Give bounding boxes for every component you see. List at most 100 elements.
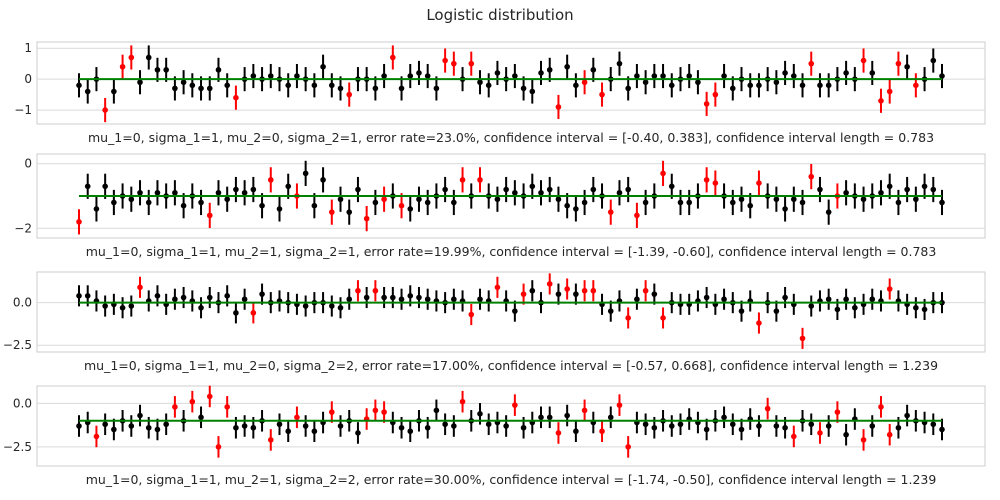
data-point — [555, 430, 562, 436]
data-point — [520, 85, 527, 92]
data-point — [799, 82, 806, 89]
data-point — [555, 291, 562, 297]
data-point — [355, 430, 361, 436]
data-point — [573, 428, 579, 435]
data-point — [407, 206, 414, 212]
data-point — [878, 404, 884, 410]
data-point — [546, 281, 553, 287]
data-point — [233, 424, 239, 431]
data-point — [660, 315, 666, 321]
data-point — [267, 437, 274, 443]
data-point — [721, 296, 727, 303]
data-point — [390, 54, 396, 61]
data-point — [372, 85, 379, 92]
data-point — [407, 73, 414, 79]
data-point — [773, 79, 780, 86]
data-point — [477, 79, 483, 86]
data-point — [294, 414, 300, 421]
data-point — [137, 79, 143, 86]
data-point — [381, 294, 387, 301]
data-point — [651, 291, 658, 297]
data-point — [590, 287, 597, 294]
data-point — [503, 423, 509, 429]
data-point — [424, 424, 431, 431]
data-point — [372, 199, 379, 206]
data-point — [494, 70, 501, 76]
data-point — [102, 303, 108, 309]
data-point — [799, 199, 806, 206]
data-point — [869, 296, 876, 303]
data-point — [869, 423, 876, 429]
data-point — [154, 67, 161, 73]
data-point — [398, 85, 405, 92]
data-point — [416, 196, 422, 203]
data-point — [634, 296, 640, 303]
data-point — [939, 426, 945, 433]
data-point — [355, 186, 361, 193]
data-point — [895, 199, 902, 206]
data-point — [695, 79, 701, 86]
data-point — [372, 287, 379, 294]
data-point — [102, 421, 108, 428]
data-point — [206, 294, 213, 301]
data-point — [381, 196, 387, 203]
data-point — [416, 70, 422, 76]
data-point — [451, 423, 457, 429]
data-point — [834, 409, 841, 415]
data-point — [843, 431, 849, 438]
data-point — [642, 287, 649, 294]
data-point — [764, 405, 771, 412]
data-point — [886, 431, 893, 438]
data-point — [76, 219, 82, 225]
data-point — [782, 294, 788, 301]
data-point — [381, 409, 387, 415]
data-point — [180, 294, 187, 301]
data-point — [712, 91, 719, 98]
plot-area-1 — [36, 41, 986, 125]
plot-area-4 — [36, 385, 986, 467]
data-point — [817, 430, 823, 436]
data-point — [668, 82, 675, 89]
data-point — [782, 70, 788, 76]
data-point — [241, 296, 248, 303]
data-point — [581, 199, 588, 206]
data-point — [485, 82, 492, 89]
data-point — [686, 73, 693, 79]
data-point — [808, 60, 815, 67]
data-point — [172, 404, 178, 410]
data-point — [921, 306, 928, 313]
data-point — [285, 82, 292, 89]
data-point — [206, 212, 213, 219]
data-point — [198, 304, 204, 311]
data-point — [451, 296, 457, 303]
data-point — [625, 444, 631, 450]
data-point — [616, 189, 623, 196]
data-point — [860, 437, 867, 443]
data-point — [398, 202, 405, 209]
y-tick-label: −2.5 — [3, 338, 32, 352]
x-axis-label: mu_1=0, sigma_1=1, mu_2=0, sigma_2=1, er… — [88, 130, 934, 145]
data-point — [581, 79, 588, 86]
x-axis-label: mu_1=0, sigma_1=1, mu_2=1, sigma_2=1, er… — [86, 244, 937, 259]
data-point — [224, 293, 230, 299]
data-point — [808, 303, 815, 309]
data-point — [721, 73, 727, 79]
data-point — [163, 67, 169, 73]
data-point — [564, 412, 570, 419]
data-point — [913, 82, 919, 89]
data-point — [111, 88, 117, 95]
data-point — [398, 424, 405, 431]
data-point — [756, 82, 762, 89]
data-point — [607, 414, 614, 421]
data-point — [102, 183, 108, 190]
data-point — [267, 177, 274, 183]
data-point — [477, 411, 483, 417]
data-point — [451, 199, 457, 206]
data-point — [651, 73, 658, 79]
data-point — [276, 206, 283, 212]
data-point — [651, 424, 658, 431]
data-point — [529, 287, 536, 294]
data-point — [311, 82, 318, 89]
data-point — [372, 407, 379, 414]
